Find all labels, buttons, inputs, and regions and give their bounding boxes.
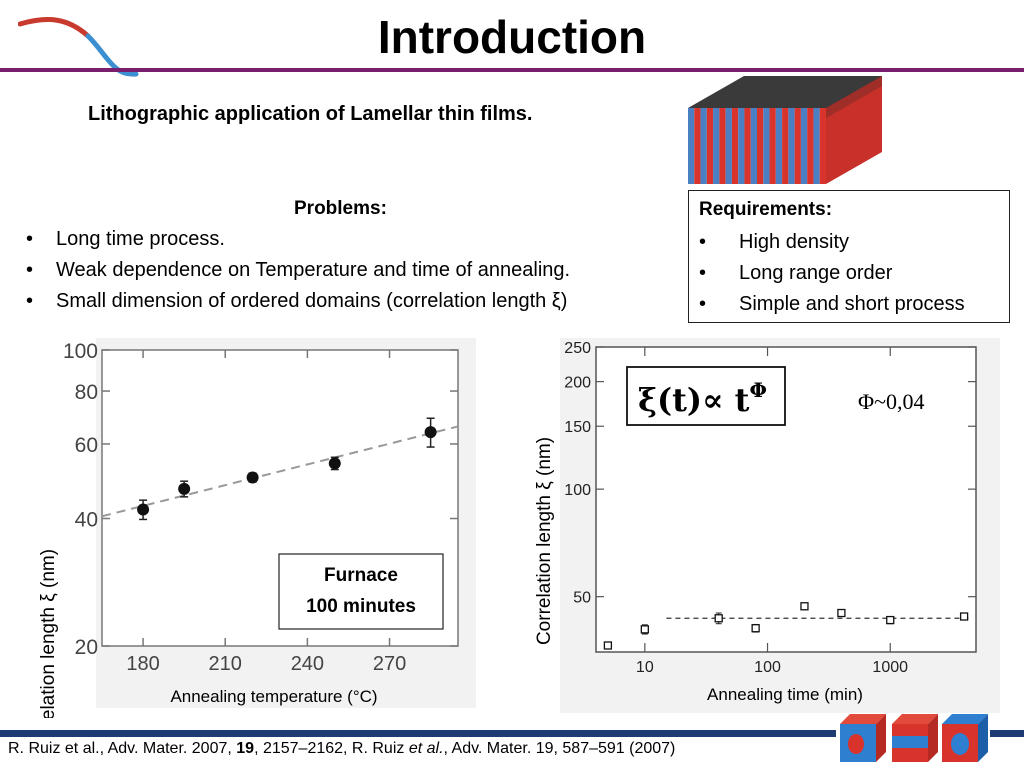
y-axis-label: Correlation length ξ (nm) [38,549,59,718]
data-point [424,426,437,439]
y-tick-label: 80 [75,381,98,404]
lamella-stripe [731,108,739,184]
data-point [137,503,150,516]
x-tick-label: 10 [636,659,654,676]
y-tick-label: 60 [75,434,98,457]
data-point [800,602,809,611]
lamella-stripe [694,108,701,184]
lamella-stripe [769,108,776,184]
annotation-line1: Furnace [324,565,398,586]
lamella-stripe [819,108,826,184]
lamella-stripe [800,108,808,184]
data-point [714,614,723,623]
lamella-stripe [688,108,695,184]
requirements-heading: Requirements: [699,199,833,220]
lamella-stripe [763,108,770,184]
data-point [837,608,846,618]
problem-item: Long time process. [22,224,570,255]
citation-footer: R. Ruiz et al., Adv. Mater. 2007, 19, 21… [8,740,676,757]
requirements-box: Requirements: High density Long range or… [688,190,1010,323]
x-axis-label: Annealing time (min) [707,685,863,704]
x-tick-label: 210 [209,653,242,675]
data-point [886,615,895,625]
y-axis-label: Correlation length ξ (nm) [534,437,555,645]
lamellar-block-illustration [688,76,882,184]
x-tick-label: 100 [754,659,781,676]
lamella-stripe [719,108,726,184]
annotation-line2: 100 minutes [306,596,416,617]
data-point [603,641,613,650]
data-point [178,482,191,495]
x-tick-label: 240 [291,653,324,675]
time-chart: 50 100 150 200 250 10 100 1000 Correlation len… [534,338,1000,713]
lamella-stripe [738,108,745,184]
x-tick-label: 270 [373,653,406,675]
y-tick-label: 100 [63,340,98,363]
data-point [751,624,760,633]
formula-box [626,366,786,426]
morphology-cubes-illustration [840,714,988,762]
title-divider [0,68,1024,72]
data-point [959,612,969,621]
y-tick-label: 40 [75,509,98,532]
data-point [328,457,341,470]
lamella-stripe [813,108,820,184]
page-title: Introduction [377,11,647,63]
data-point [640,625,649,634]
x-tick-label: 180 [126,653,159,675]
problems-list: Long time process. Weak dependence on Te… [22,224,570,317]
lamella-stripe [757,108,764,184]
lamella-stripe [706,108,714,184]
lamella-stripe [782,108,789,184]
problem-item: Small dimension of ordered domains (corr… [22,286,570,317]
lamella-stripe [775,108,783,184]
phi-note: Φ~0,04 [858,389,924,414]
subtitle: Lithographic application of Lamellar thi… [88,103,533,125]
requirements-list: High density Long range order Simple and… [695,227,965,320]
y-tick-label: 50 [573,590,591,607]
lamella-stripe [700,108,707,184]
lamella-stripe [788,108,795,184]
lamella-stripe [725,108,732,184]
y-tick-label: 150 [564,419,591,436]
logo-curve [18,17,139,77]
footer-bar-right [990,730,1024,737]
lamella-stripe [750,108,757,184]
y-tick-label: 200 [564,375,591,392]
temperature-chart: 20 40 60 80 100 180 210 240 270 Correlation len… [38,338,476,718]
lamella-stripe [744,108,751,184]
lamella-stripe [794,108,801,184]
x-tick-label: 1000 [872,659,908,676]
requirement-item: High density [695,227,965,258]
lamella-stripe [807,108,814,184]
y-tick-label: 20 [75,636,98,659]
x-axis-label: Annealing temperature (°C) [170,687,377,706]
y-tick-label: 250 [564,340,591,357]
problems-heading: Problems: [294,198,387,219]
requirement-item: Long range order [695,258,965,289]
footer-bar [0,730,836,737]
lamella-stripe [713,108,720,184]
formula-text: ξ(t)∝ tΦ [638,378,767,419]
y-tick-label: 100 [564,482,591,499]
annotation-box [278,553,444,630]
problem-item: Weak dependence on Temperature and time … [22,255,570,286]
fit-line [101,425,459,518]
data-point [246,471,259,484]
requirement-item: Simple and short process [695,289,965,320]
